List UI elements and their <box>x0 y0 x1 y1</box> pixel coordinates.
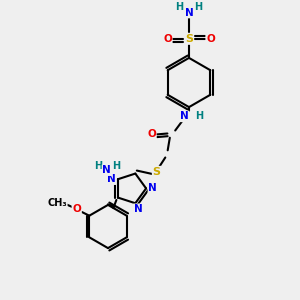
Text: CH₃: CH₃ <box>47 197 67 208</box>
Text: N: N <box>107 174 116 184</box>
Text: O: O <box>206 34 215 44</box>
Text: N: N <box>102 165 111 175</box>
Text: H: H <box>112 161 120 171</box>
Text: O: O <box>147 129 156 140</box>
Text: N: N <box>134 204 143 214</box>
Text: H: H <box>94 161 102 171</box>
Text: S: S <box>185 34 193 44</box>
Text: H: H <box>195 111 204 122</box>
Text: H: H <box>194 2 203 12</box>
Text: S: S <box>153 167 160 177</box>
Text: H: H <box>175 2 184 12</box>
Text: N: N <box>184 8 194 18</box>
Text: O: O <box>163 34 172 44</box>
Text: N: N <box>148 183 157 194</box>
Text: N: N <box>180 111 189 122</box>
Text: O: O <box>72 204 81 214</box>
